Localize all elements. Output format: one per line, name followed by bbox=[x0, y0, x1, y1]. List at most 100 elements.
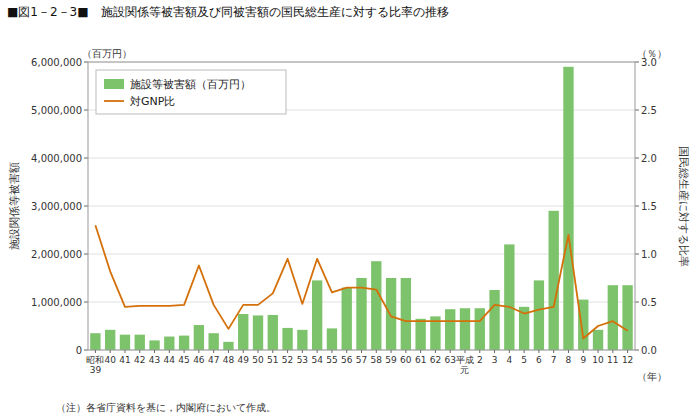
bar bbox=[105, 330, 115, 350]
tick-mark bbox=[553, 350, 554, 353]
chart: 01,000,0002,000,0003,000,0004,000,0005,0… bbox=[0, 0, 700, 419]
tick-mark bbox=[287, 350, 288, 353]
x-tick-label-line: 43 bbox=[149, 355, 160, 365]
bar bbox=[238, 314, 248, 350]
tick-mark bbox=[331, 350, 332, 353]
x-axis: 昭和39404142434445464748495051525354555657… bbox=[86, 350, 633, 375]
x-tick-label: 58 bbox=[371, 355, 383, 365]
x-tick-label-line: 55 bbox=[326, 355, 337, 365]
tick-mark bbox=[84, 158, 88, 159]
legend: 施設等被害額（百万円） 対GNP比 bbox=[96, 70, 286, 114]
bar bbox=[164, 337, 174, 350]
legend-label: 対GNP比 bbox=[130, 95, 175, 108]
tick-mark bbox=[84, 62, 88, 63]
x-tick-label-line: 50 bbox=[252, 355, 264, 365]
x-tick-label-line: 10 bbox=[592, 355, 604, 365]
legend-swatch bbox=[104, 79, 124, 89]
tick-mark bbox=[317, 350, 318, 353]
tick-mark bbox=[184, 350, 185, 353]
x-tick-label: 5 bbox=[521, 355, 527, 365]
bar bbox=[253, 315, 263, 350]
tick-mark bbox=[376, 350, 377, 353]
x-tick-label-line: 46 bbox=[193, 355, 205, 365]
title: ■図1－2－3■ 施設関係等被害額及び同被害額の国民総生産に対する比率の推移 bbox=[7, 5, 449, 19]
x-tick-label-line: 40 bbox=[104, 355, 116, 365]
bar bbox=[608, 285, 618, 350]
bar bbox=[120, 335, 130, 350]
legend-label: 施設等被害額（百万円） bbox=[130, 78, 251, 91]
x-tick-label-line: 11 bbox=[607, 355, 618, 365]
x-tick-label: 4 bbox=[506, 355, 512, 365]
x-tick-label-line: 47 bbox=[208, 355, 219, 365]
x-tick-label-line: 63 bbox=[444, 355, 455, 365]
bar bbox=[268, 315, 278, 350]
x-tick-label: 昭和39 bbox=[86, 355, 104, 375]
x-tick-label: 12 bbox=[622, 355, 633, 365]
x-tick-label-line: 2 bbox=[477, 355, 483, 365]
x-tick-label: 11 bbox=[607, 355, 618, 365]
tick-mark bbox=[228, 350, 229, 353]
x-tick-label: 53 bbox=[297, 355, 308, 365]
x-tick-label: 45 bbox=[178, 355, 189, 365]
tick-mark bbox=[405, 350, 406, 353]
bar bbox=[342, 288, 352, 350]
y-label: 施設関係等被害額 bbox=[8, 162, 21, 250]
x-tick-label-line: 53 bbox=[297, 355, 308, 365]
x-tick-label-line: 62 bbox=[430, 355, 441, 365]
y-tick-label: 0 bbox=[76, 345, 82, 356]
tick-mark bbox=[139, 350, 140, 353]
x-tick-label: 63 bbox=[444, 355, 455, 365]
bar bbox=[208, 333, 218, 350]
tick-mark bbox=[435, 350, 436, 353]
x-tick-label: 6 bbox=[536, 355, 542, 365]
x-tick-label: 54 bbox=[311, 355, 323, 365]
bar bbox=[135, 335, 145, 350]
tick-mark bbox=[84, 254, 88, 255]
x-tick-label: 7 bbox=[551, 355, 557, 365]
y-tick-label: 6,000,000 bbox=[31, 57, 82, 68]
x-tick-label: 49 bbox=[238, 355, 250, 365]
note: （注）各省庁資料を基に，内閣府において作成。 bbox=[56, 402, 276, 413]
bar bbox=[312, 280, 322, 350]
x-tick-label-line: 56 bbox=[341, 355, 353, 365]
y-tick-label: 3,000,000 bbox=[31, 201, 82, 212]
bar bbox=[489, 290, 499, 350]
x-tick-label-line: 3 bbox=[492, 355, 498, 365]
tick-mark bbox=[84, 110, 88, 111]
x-tick-label: 50 bbox=[252, 355, 264, 365]
x-tick-label: 41 bbox=[119, 355, 130, 365]
y-tick-label: 1,000,000 bbox=[31, 297, 82, 308]
tick-mark bbox=[635, 110, 639, 111]
background bbox=[0, 0, 700, 419]
x-tick-label: 47 bbox=[208, 355, 219, 365]
x-tick-label-line: 元 bbox=[460, 365, 469, 375]
tick-mark bbox=[84, 206, 88, 207]
tick-mark bbox=[346, 350, 347, 353]
x-tick-label-line: 54 bbox=[311, 355, 323, 365]
x-tick-label: 52 bbox=[282, 355, 293, 365]
x-tick-label: 8 bbox=[566, 355, 572, 365]
y-tick-label: 5,000,000 bbox=[31, 105, 82, 116]
x-tick-label-line: 58 bbox=[371, 355, 383, 365]
x-tick-label-line: 6 bbox=[536, 355, 542, 365]
x-tick-label-line: 49 bbox=[238, 355, 250, 365]
x-tick-label: 44 bbox=[164, 355, 176, 365]
plot-data bbox=[90, 67, 633, 350]
x-tick-label-line: 12 bbox=[622, 355, 633, 365]
bar bbox=[622, 285, 632, 350]
bar bbox=[282, 328, 292, 350]
y2-tick-label: 2.0 bbox=[641, 153, 657, 164]
x-tick-label-line: 7 bbox=[551, 355, 557, 365]
tick-mark bbox=[84, 350, 88, 351]
tick-mark bbox=[627, 350, 628, 353]
tick-mark bbox=[494, 350, 495, 353]
tick-mark bbox=[124, 350, 125, 353]
x-tick-label-line: 52 bbox=[282, 355, 293, 365]
x-tick-label: 40 bbox=[104, 355, 116, 365]
tick-mark bbox=[635, 206, 639, 207]
bar bbox=[401, 278, 411, 350]
x-tick-label-line: 8 bbox=[566, 355, 572, 365]
bar bbox=[593, 330, 603, 350]
tick-mark bbox=[635, 350, 639, 351]
tick-mark bbox=[154, 350, 155, 353]
